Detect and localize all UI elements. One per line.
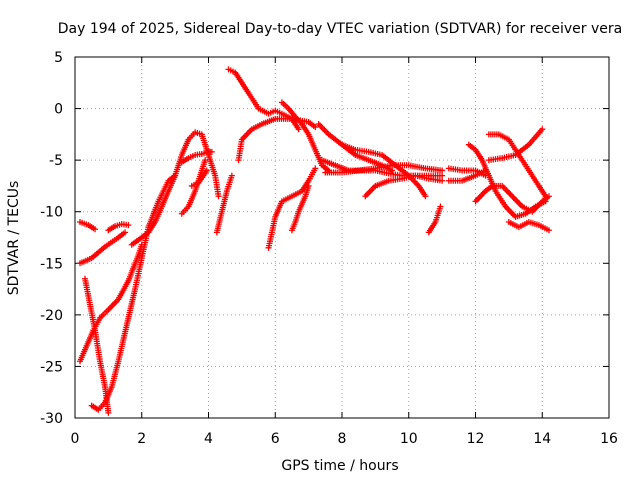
data-point <box>439 167 446 174</box>
data-point <box>215 193 222 200</box>
data-point <box>305 182 312 189</box>
x-tick-label: 4 <box>204 431 213 447</box>
data-point <box>125 222 132 229</box>
x-tick-label: 14 <box>533 431 551 447</box>
y-tick-label: -20 <box>40 308 63 324</box>
data-point <box>105 409 112 416</box>
y-tick-label: -10 <box>40 205 63 221</box>
data-series-20 <box>322 162 446 176</box>
data-series-11 <box>213 172 235 236</box>
x-tick-label: 8 <box>338 431 347 447</box>
chart-title: Day 194 of 2025, Sidereal Day-to-day VTE… <box>58 21 622 37</box>
data-series-26 <box>472 182 552 215</box>
data-point <box>228 172 235 179</box>
data-series-9 <box>178 148 215 166</box>
x-tick-label: 0 <box>71 431 80 447</box>
x-tick-label: 16 <box>600 431 618 447</box>
data-point <box>389 167 396 174</box>
data-series-28 <box>485 131 549 200</box>
data-point <box>312 165 319 172</box>
y-tick-label: -25 <box>40 359 63 375</box>
y-axis-label: SDTVAR / TECUs <box>6 181 22 296</box>
data-point <box>439 177 446 184</box>
data-point <box>422 193 429 200</box>
data-series-12 <box>225 66 302 133</box>
data-series-10 <box>188 167 210 189</box>
y-tick-label: -30 <box>40 411 63 427</box>
x-tick-label: 10 <box>400 431 418 447</box>
data-series-24 <box>445 167 489 184</box>
data-series-1 <box>77 229 129 267</box>
x-tick-label: 2 <box>137 431 146 447</box>
data-series-16 <box>288 182 312 234</box>
y-tick-label: 0 <box>54 102 63 118</box>
data-point <box>539 126 546 133</box>
data-series <box>77 66 552 416</box>
data-point <box>312 124 319 131</box>
data-point <box>208 148 215 155</box>
data-point <box>437 203 444 210</box>
x-tick-label: 12 <box>467 431 485 447</box>
x-tick-label: 6 <box>271 431 280 447</box>
data-series-6 <box>88 172 179 413</box>
data-series-21 <box>362 172 446 200</box>
data-point <box>122 229 129 236</box>
data-point <box>203 167 210 174</box>
y-tick-label: -15 <box>40 256 63 272</box>
data-point <box>439 172 446 179</box>
data-series-29 <box>505 219 552 234</box>
axes <box>74 56 610 419</box>
x-axis-label: GPS time / hours <box>281 458 398 474</box>
data-series-22 <box>425 203 444 236</box>
data-point <box>545 227 552 234</box>
tick-labels: 0 2 4 6 8 10 12 14 16 -30 -25 -20 -15 -10 -5 0 5 <box>40 50 618 447</box>
data-series-3 <box>77 219 99 233</box>
y-tick-label: 5 <box>54 50 63 66</box>
data-series-4 <box>105 221 132 234</box>
data-series-25 <box>465 141 549 220</box>
data-point <box>92 226 99 233</box>
data-point <box>295 126 302 133</box>
data-point <box>202 157 209 164</box>
data-series-27 <box>485 126 546 164</box>
data-series-14 <box>278 99 332 174</box>
data-point <box>542 193 549 200</box>
y-tick-label: -5 <box>49 153 63 169</box>
